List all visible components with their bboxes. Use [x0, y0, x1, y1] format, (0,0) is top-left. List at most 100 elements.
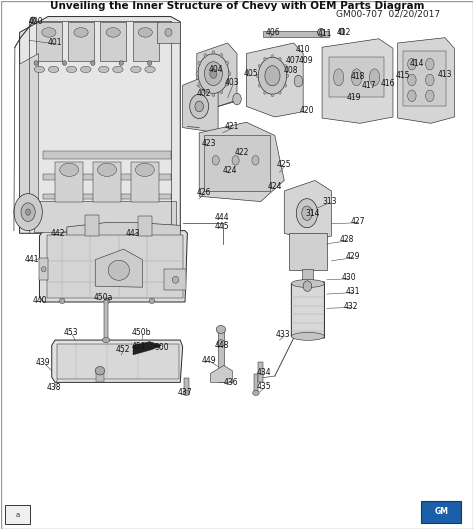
Ellipse shape — [284, 64, 287, 67]
Ellipse shape — [48, 66, 59, 73]
Text: 403: 403 — [225, 78, 239, 87]
Ellipse shape — [119, 61, 123, 65]
Ellipse shape — [212, 93, 215, 96]
Ellipse shape — [271, 94, 273, 97]
Ellipse shape — [294, 75, 303, 87]
Text: 414: 414 — [410, 59, 424, 67]
Text: GM00-707  02/20/2017: GM00-707 02/20/2017 — [336, 9, 440, 18]
Ellipse shape — [408, 90, 416, 102]
Ellipse shape — [226, 61, 228, 65]
Text: 450b: 450b — [132, 328, 151, 337]
Ellipse shape — [284, 84, 287, 87]
Bar — [131, 162, 159, 201]
Ellipse shape — [165, 29, 172, 37]
Bar — [39, 258, 48, 280]
Ellipse shape — [369, 69, 380, 86]
Text: 451: 451 — [131, 342, 146, 351]
Polygon shape — [52, 340, 182, 382]
Text: 422: 422 — [235, 148, 249, 157]
Ellipse shape — [136, 163, 155, 176]
Polygon shape — [199, 122, 284, 201]
Ellipse shape — [91, 61, 95, 65]
Text: 429: 429 — [346, 252, 360, 261]
Bar — [47, 235, 183, 298]
Text: 313: 313 — [322, 197, 337, 206]
Bar — [184, 378, 189, 393]
Ellipse shape — [138, 28, 153, 37]
Text: 417: 417 — [362, 81, 376, 90]
Text: 437: 437 — [178, 388, 192, 398]
Text: 419: 419 — [347, 93, 362, 102]
Ellipse shape — [253, 390, 259, 395]
Ellipse shape — [286, 74, 289, 77]
Text: 439: 439 — [36, 358, 51, 367]
Ellipse shape — [216, 325, 226, 333]
Text: 421: 421 — [225, 122, 239, 131]
Text: 427: 427 — [350, 217, 365, 226]
Text: 406: 406 — [265, 28, 280, 37]
Ellipse shape — [30, 17, 36, 23]
Ellipse shape — [232, 156, 239, 165]
Polygon shape — [322, 39, 393, 123]
Text: 449: 449 — [201, 356, 216, 365]
Ellipse shape — [426, 58, 434, 70]
Ellipse shape — [81, 66, 91, 73]
Bar — [218, 330, 224, 382]
Ellipse shape — [131, 66, 141, 73]
Polygon shape — [284, 180, 331, 241]
Text: 413: 413 — [438, 70, 452, 79]
Ellipse shape — [145, 66, 155, 73]
Text: 418: 418 — [350, 72, 365, 81]
Text: 314: 314 — [305, 209, 320, 218]
Bar — [258, 363, 263, 382]
Ellipse shape — [204, 62, 222, 85]
Bar — [204, 136, 270, 191]
Ellipse shape — [228, 72, 231, 75]
Bar — [93, 162, 121, 201]
Bar — [36, 22, 62, 61]
Text: 400: 400 — [29, 17, 44, 26]
Text: 443: 443 — [126, 229, 140, 238]
Ellipse shape — [426, 90, 434, 102]
Ellipse shape — [14, 193, 42, 231]
Ellipse shape — [63, 61, 67, 65]
Text: 425: 425 — [277, 160, 292, 169]
Ellipse shape — [318, 29, 325, 37]
Text: 441: 441 — [24, 255, 39, 264]
Ellipse shape — [252, 156, 259, 165]
Text: 424: 424 — [267, 182, 282, 191]
Bar — [104, 301, 109, 340]
Ellipse shape — [190, 94, 209, 119]
Ellipse shape — [279, 57, 281, 60]
Bar — [421, 501, 462, 523]
Ellipse shape — [233, 93, 241, 105]
Ellipse shape — [226, 82, 228, 86]
Bar — [96, 370, 104, 382]
Text: 430: 430 — [341, 273, 356, 282]
Polygon shape — [19, 16, 180, 233]
Text: 405: 405 — [244, 69, 258, 78]
Ellipse shape — [104, 298, 110, 304]
Ellipse shape — [408, 74, 416, 86]
Ellipse shape — [302, 206, 312, 220]
Bar — [403, 51, 446, 107]
Polygon shape — [39, 231, 187, 302]
Text: 433: 433 — [276, 330, 291, 339]
Polygon shape — [182, 75, 218, 133]
Ellipse shape — [59, 298, 65, 304]
Text: 412: 412 — [336, 28, 351, 37]
Text: 450a: 450a — [94, 293, 113, 302]
Bar — [133, 22, 158, 61]
Text: 434: 434 — [256, 368, 271, 377]
Bar — [57, 344, 179, 378]
Ellipse shape — [258, 57, 287, 94]
Ellipse shape — [196, 72, 199, 75]
Ellipse shape — [195, 101, 203, 112]
Ellipse shape — [217, 340, 225, 347]
Ellipse shape — [271, 55, 273, 58]
Ellipse shape — [147, 61, 152, 65]
Ellipse shape — [279, 91, 281, 94]
Text: 448: 448 — [215, 341, 229, 350]
Polygon shape — [197, 43, 237, 107]
Ellipse shape — [264, 57, 266, 60]
